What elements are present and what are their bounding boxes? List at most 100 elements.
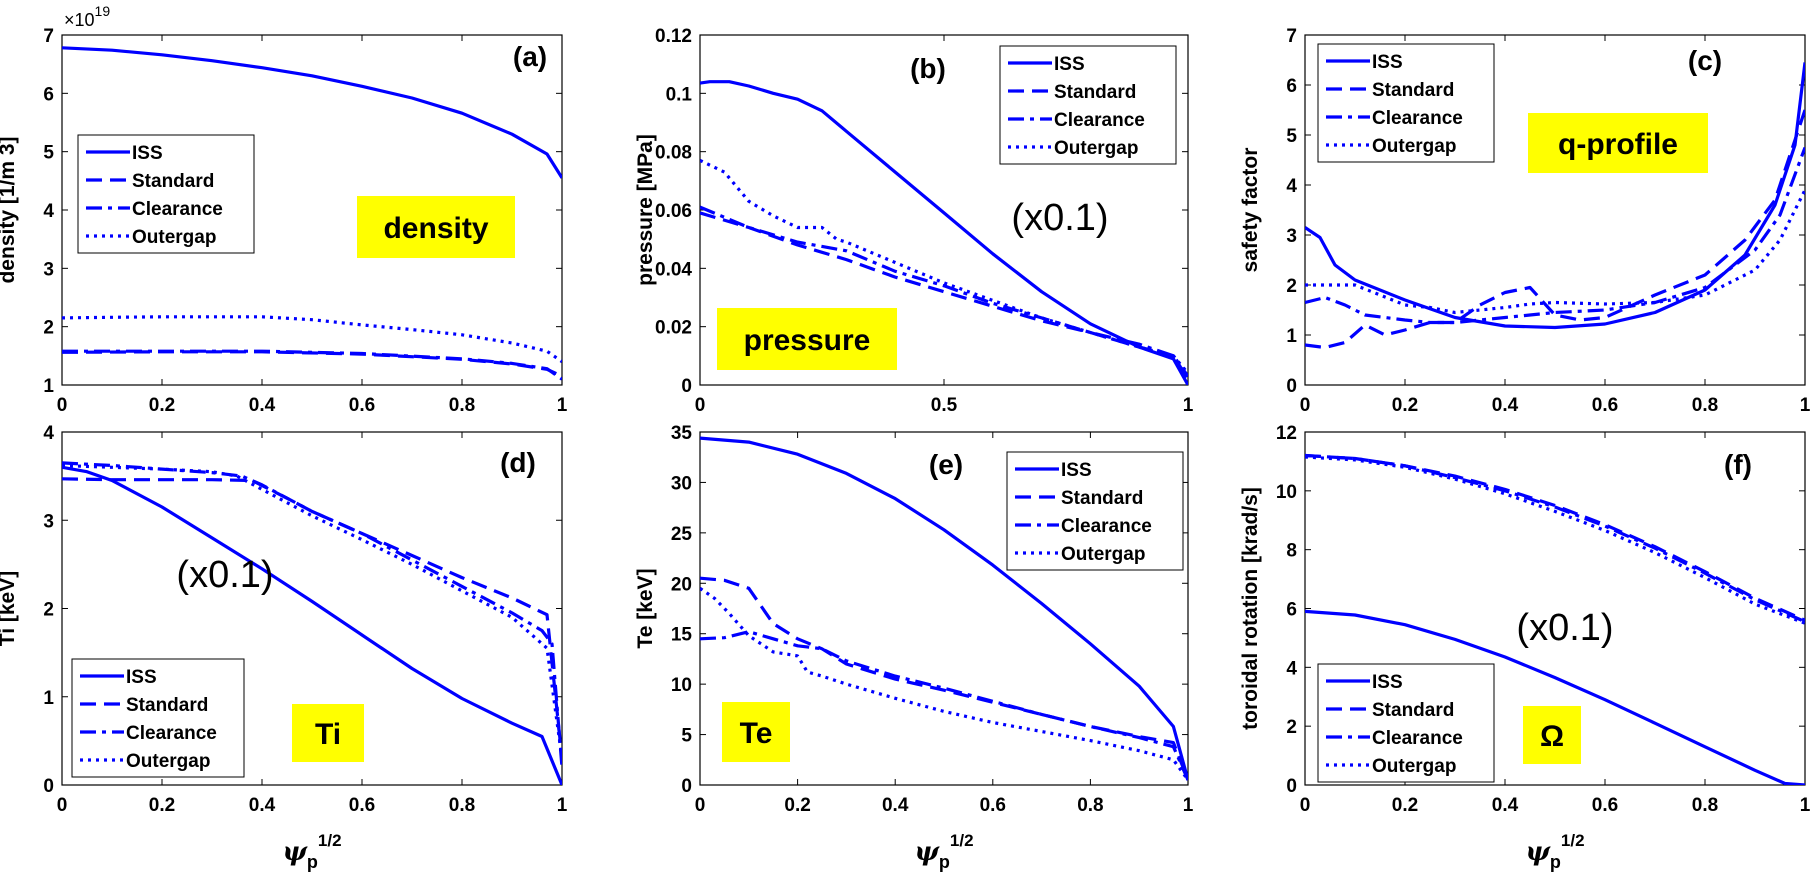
y-tick-label: 6 — [43, 84, 54, 105]
x-tick-label: 0.4 — [1492, 395, 1519, 416]
y-tick-label: 6 — [1286, 76, 1297, 97]
legend-entry: Outergap — [126, 751, 210, 772]
x-tick-label: 0.6 — [349, 395, 375, 416]
badge-box — [717, 308, 897, 370]
badge-label: Ti — [315, 718, 341, 751]
legend-entry: Standard — [1054, 82, 1136, 103]
x-tick-label: 0.2 — [784, 795, 810, 816]
y-tick-label: 2 — [1286, 276, 1297, 297]
x-tick-label: 0.4 — [249, 395, 276, 416]
y-tick-label: 8 — [1286, 541, 1297, 562]
x-axis-label: ψp1/2 — [1525, 831, 1584, 872]
y-tick-label: 5 — [681, 726, 692, 747]
y-tick-label: 0.04 — [655, 259, 692, 280]
legend-box — [71, 658, 245, 778]
y-tick-label: 7 — [1286, 26, 1297, 47]
y-tick-label: 0 — [681, 776, 692, 797]
legend-entry: Outergap — [1372, 136, 1456, 157]
y-tick-label: 1 — [43, 376, 54, 397]
scale-annotation: (x0.1) — [1516, 607, 1613, 649]
scale-annotation: (x0.1) — [1011, 197, 1108, 239]
legend-entry: Clearance — [1372, 108, 1463, 129]
x-tick-label: 0 — [57, 795, 68, 816]
x-tick-label: 0.2 — [149, 395, 175, 416]
x-tick-label: 0.8 — [449, 795, 475, 816]
legend-entry: Standard — [132, 171, 214, 192]
y-axis-label: toroidal rotation [krad/s] — [1239, 487, 1262, 730]
legend-entry: Clearance — [132, 199, 223, 220]
series-line-clearance — [62, 349, 562, 381]
y-tick-label: 1 — [1286, 326, 1297, 347]
series-line-clearance — [1305, 453, 1805, 624]
x-tick-label: 0.4 — [249, 795, 276, 816]
y-tick-label: 3 — [43, 259, 54, 280]
y-tick-label: 15 — [671, 625, 693, 646]
y-tick-label: 4 — [1286, 658, 1297, 679]
legend-entry: ISS — [1372, 672, 1403, 693]
x-tick-label: 0.8 — [1692, 795, 1718, 816]
panel-label: (e) — [929, 449, 963, 480]
legend: ISS Standard Clearance Outergap — [1317, 663, 1495, 783]
x-tick-label: 0.6 — [349, 795, 375, 816]
series-line-standard — [62, 477, 562, 759]
series-line-outergap — [1305, 189, 1805, 315]
badge-box — [1523, 706, 1581, 764]
legend-entry: Standard — [1061, 488, 1143, 509]
legend-entry: Outergap — [1054, 138, 1138, 159]
y-tick-label: 20 — [671, 574, 692, 595]
y-tick-label: 6 — [1286, 600, 1297, 621]
legend-box — [77, 134, 255, 254]
y-axis-label: Ti [keV] — [0, 571, 19, 646]
axes-frame — [1304, 34, 1806, 386]
panel-label: (c) — [1688, 45, 1722, 76]
y-tick-label: 0 — [43, 776, 54, 797]
legend-entry: Standard — [1372, 80, 1454, 101]
y-tick-label: 1 — [43, 688, 54, 709]
axes-frame — [699, 431, 1189, 786]
x-tick-label: 0.6 — [1592, 395, 1618, 416]
y-tick-label: 25 — [671, 524, 693, 545]
series-line-clearance — [700, 630, 1188, 781]
y-axis-label: density [1/m 3] — [0, 136, 19, 283]
legend: ISS Standard Clearance Outergap — [77, 134, 255, 254]
badge-box — [357, 196, 515, 258]
badge-label: Ω — [1540, 720, 1564, 753]
y-tick-label: 0 — [1286, 776, 1297, 797]
x-axis-label: ψp1/2 — [282, 831, 341, 872]
x-tick-label: 1 — [1183, 795, 1194, 816]
y-tick-label: 12 — [1276, 423, 1297, 444]
x-tick-label: 0.2 — [1392, 795, 1418, 816]
y-axis-label: safety factor — [1239, 148, 1262, 273]
y-tick-label: 0.1 — [666, 84, 693, 105]
x-tick-label: 1 — [1800, 395, 1810, 416]
x-tick-label: 1 — [1183, 395, 1194, 416]
y-tick-label: 5 — [1286, 126, 1297, 147]
x-tick-label: 0 — [1300, 395, 1311, 416]
y-tick-label: 3 — [1286, 226, 1297, 247]
y-tick-label: 0.06 — [655, 201, 692, 222]
legend-entry: ISS — [1054, 54, 1085, 75]
legend-entry: Clearance — [1372, 728, 1463, 749]
legend-entry: Standard — [1372, 700, 1454, 721]
x-tick-label: 0.2 — [149, 795, 175, 816]
series-line-standard — [62, 350, 562, 378]
y-tick-label: 0.08 — [655, 143, 692, 164]
legend-entry: Outergap — [1372, 756, 1456, 777]
y-tick-label: 30 — [671, 473, 692, 494]
y-exponent-label: ×1019 — [64, 3, 110, 30]
series-line-standard — [1305, 109, 1805, 350]
x-tick-label: 0.8 — [1692, 395, 1718, 416]
y-axis-label: Te [keV] — [634, 568, 657, 648]
legend-box — [999, 45, 1177, 165]
badge-box — [722, 702, 790, 762]
panel-label: (a) — [513, 41, 547, 72]
x-tick-label: 0 — [695, 395, 706, 416]
chart-panel-d: 0 0.2 0.4 0.6 0.8 1 0 1 2 3 4 Ti [keV] ψp1/2 (d) Ti ISS… — [0, 423, 568, 872]
chart-panel-b: 0 0.5 1 0 0.02 0.04 0.06 0.08 0.1 0.12 pressure [M… — [634, 26, 1194, 416]
series-line-iss — [700, 436, 1188, 781]
badge-label: Te — [740, 717, 773, 750]
series-line-iss — [1305, 62, 1805, 330]
legend-entry: ISS — [132, 143, 163, 164]
